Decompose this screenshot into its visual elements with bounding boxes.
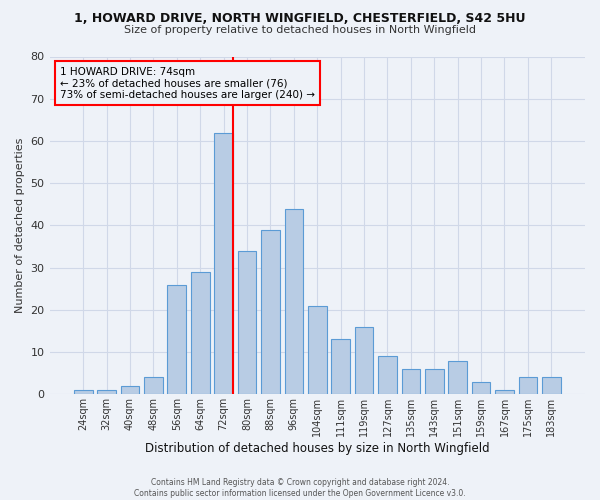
Bar: [448, 360, 467, 394]
Bar: [542, 378, 560, 394]
Text: 1 HOWARD DRIVE: 74sqm
← 23% of detached houses are smaller (76)
73% of semi-deta: 1 HOWARD DRIVE: 74sqm ← 23% of detached …: [60, 66, 315, 100]
Bar: [308, 306, 326, 394]
Bar: [167, 284, 186, 395]
Bar: [284, 208, 303, 394]
Bar: [495, 390, 514, 394]
Bar: [472, 382, 490, 394]
Bar: [191, 272, 209, 394]
Bar: [355, 326, 373, 394]
Bar: [378, 356, 397, 395]
Text: 1, HOWARD DRIVE, NORTH WINGFIELD, CHESTERFIELD, S42 5HU: 1, HOWARD DRIVE, NORTH WINGFIELD, CHESTE…: [74, 12, 526, 26]
Y-axis label: Number of detached properties: Number of detached properties: [15, 138, 25, 313]
Bar: [238, 250, 256, 394]
Bar: [144, 378, 163, 394]
Bar: [97, 390, 116, 394]
Bar: [121, 386, 139, 394]
Bar: [331, 340, 350, 394]
Bar: [401, 369, 420, 394]
Text: Contains HM Land Registry data © Crown copyright and database right 2024.
Contai: Contains HM Land Registry data © Crown c…: [134, 478, 466, 498]
Bar: [214, 132, 233, 394]
Bar: [425, 369, 443, 394]
X-axis label: Distribution of detached houses by size in North Wingfield: Distribution of detached houses by size …: [145, 442, 490, 455]
Text: Size of property relative to detached houses in North Wingfield: Size of property relative to detached ho…: [124, 25, 476, 35]
Bar: [261, 230, 280, 394]
Bar: [74, 390, 92, 394]
Bar: [518, 378, 537, 394]
